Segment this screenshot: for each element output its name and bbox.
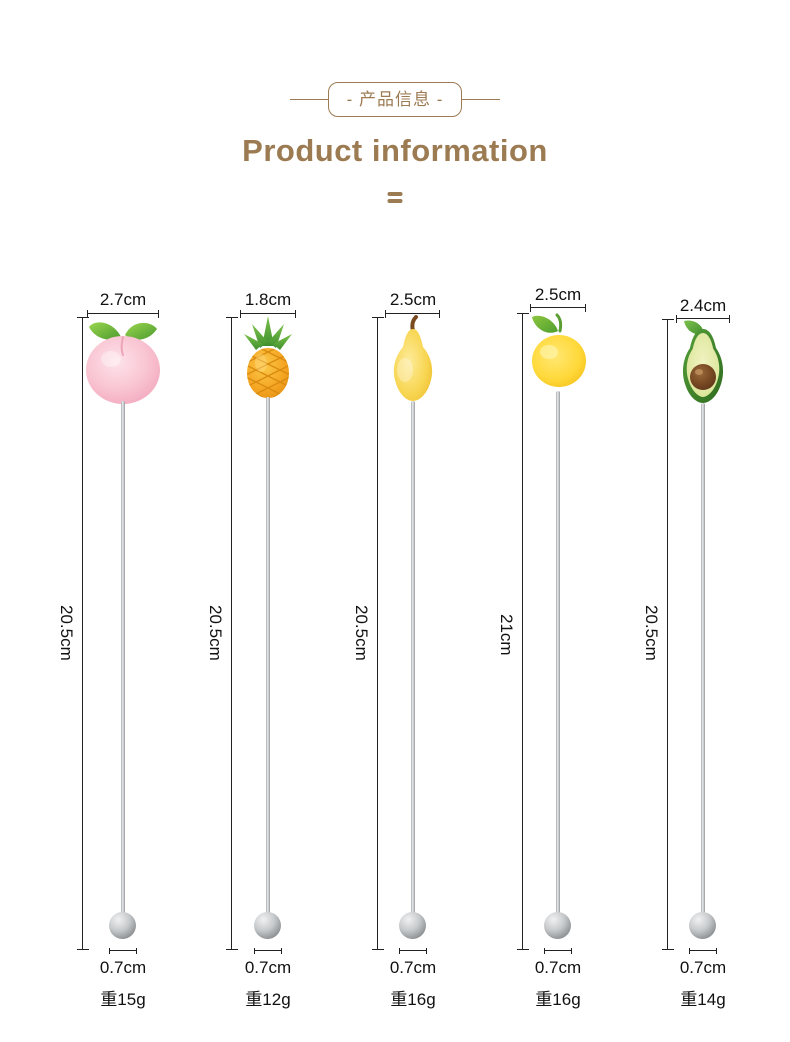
stirrer-stick bbox=[701, 403, 705, 914]
weight-label: 重16g bbox=[535, 990, 581, 1009]
length-label: 21cm bbox=[497, 614, 516, 656]
diameter-label: 0.7cm bbox=[99, 958, 147, 977]
width-dimension-line bbox=[240, 310, 296, 318]
stirrer-ball bbox=[544, 912, 571, 939]
lemon-icon bbox=[532, 313, 586, 387]
width-dimension-line bbox=[385, 310, 440, 318]
stirrer-ball bbox=[689, 912, 716, 939]
length-dimension-line bbox=[372, 317, 384, 950]
badge-line-right bbox=[462, 99, 501, 100]
diameter-label: 0.7cm bbox=[534, 958, 582, 977]
diameter-label: 0.7cm bbox=[679, 958, 727, 977]
pineapple-icon bbox=[244, 316, 292, 398]
length-label: 20.5cm bbox=[642, 605, 661, 661]
length-label: 20.5cm bbox=[57, 605, 76, 661]
stirrer-ball bbox=[109, 912, 136, 939]
avocado-icon bbox=[682, 320, 724, 403]
diameter-dimension-line bbox=[399, 948, 427, 954]
width-label: 2.5cm bbox=[389, 290, 437, 309]
pear-icon bbox=[393, 315, 433, 401]
badge-label: - 产品信息 - bbox=[327, 82, 463, 117]
length-label: 20.5cm bbox=[352, 605, 371, 661]
diameter-dimension-line bbox=[254, 948, 282, 954]
length-dimension-line bbox=[662, 319, 674, 950]
weight-label: 重15g bbox=[100, 990, 146, 1009]
weight-label: 重12g bbox=[245, 990, 291, 1009]
stirrer-avocado: 2.4cm 20.5cm bbox=[630, 285, 776, 1030]
stirrer-lemon: 2.5cm 21cm 0.7cm 重16g bbox=[485, 285, 631, 1030]
width-label: 1.8cm bbox=[244, 290, 292, 309]
weight-label: 重16g bbox=[390, 990, 436, 1009]
stirrer-stick bbox=[556, 391, 560, 914]
width-label: 2.5cm bbox=[534, 285, 582, 304]
diameter-dimension-line bbox=[689, 948, 717, 954]
width-dimension-line bbox=[530, 304, 586, 312]
badge: - 产品信息 - bbox=[0, 82, 790, 117]
peach-icon bbox=[86, 322, 160, 404]
length-dimension-line bbox=[226, 317, 238, 950]
stirrer-ball bbox=[399, 912, 426, 939]
diameter-label: 0.7cm bbox=[389, 958, 437, 977]
stirrer-pineapple: 1.8cm 20.5cm bbox=[195, 285, 341, 1030]
width-label: 2.7cm bbox=[99, 290, 147, 309]
length-label: 20.5cm bbox=[206, 605, 225, 661]
page-title: Product information bbox=[242, 133, 548, 168]
stirrer-peach: 2.7cm 20.5cm 0.7cm 重15g bbox=[50, 285, 196, 1030]
stirrer-stick bbox=[266, 397, 270, 914]
diameter-label: 0.7cm bbox=[244, 958, 292, 977]
length-dimension-line bbox=[77, 317, 89, 950]
equals-icon bbox=[387, 192, 403, 203]
length-dimension-line bbox=[517, 313, 529, 950]
badge-line-left bbox=[289, 99, 328, 100]
diameter-dimension-line bbox=[109, 948, 137, 954]
stirrer-ball bbox=[254, 912, 281, 939]
width-dimension-line bbox=[87, 310, 159, 318]
diameter-dimension-line bbox=[544, 948, 572, 954]
stirrer-stick bbox=[411, 401, 415, 914]
stirrer-stick bbox=[121, 401, 125, 914]
width-dimension-line bbox=[676, 315, 730, 323]
weight-label: 重14g bbox=[680, 990, 726, 1009]
stirrer-pear: 2.5cm 20.5cm 0.7cm 重16g bbox=[340, 285, 486, 1030]
width-label: 2.4cm bbox=[679, 296, 727, 315]
